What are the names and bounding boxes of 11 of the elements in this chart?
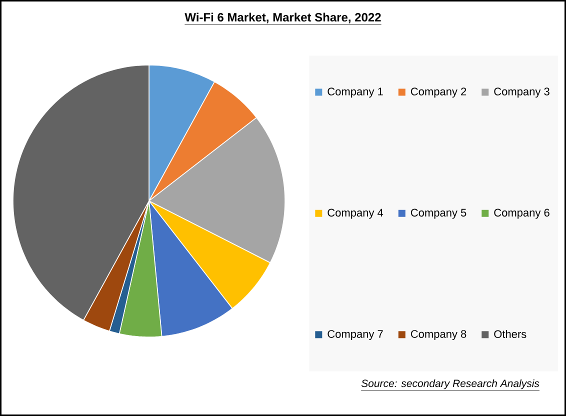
legend-label: Company 1 (328, 88, 383, 98)
legend-label: Company 8 (410, 330, 466, 340)
legend-label: Company 5 (410, 208, 466, 219)
chart-title: Wi-Fi 6 Market, Market Share, 2022 (184, 12, 381, 24)
legend-label: Company 4 (328, 208, 384, 219)
legend-label: Others (494, 330, 526, 338)
legend-label: Company 7 (328, 330, 383, 340)
source-note: Source: secondary Research Analysis (361, 379, 540, 390)
legend-label: Company 2 (410, 88, 466, 98)
legend-label: Company 3 (494, 88, 550, 98)
legend-label: Company 6 (494, 208, 550, 219)
